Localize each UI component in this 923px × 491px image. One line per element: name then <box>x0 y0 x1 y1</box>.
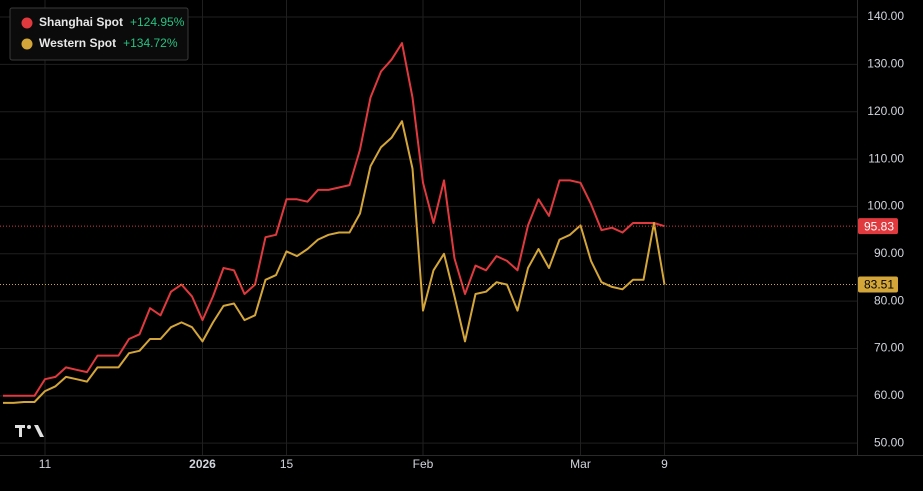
logo <box>15 425 44 437</box>
legend-label: Shanghai Spot <box>39 15 123 29</box>
logo-part <box>19 425 22 437</box>
legend: Shanghai Spot +124.95% Western Spot +134.72… <box>9 7 189 61</box>
x-tick-label: 2026 <box>189 457 216 471</box>
x-tick-label: Feb <box>413 457 434 471</box>
x-tick-label: 9 <box>661 457 668 471</box>
logo-part <box>34 425 44 437</box>
legend-label: Western Spot <box>39 36 116 50</box>
x-tick-label: 11 <box>39 457 52 471</box>
y-tick-label: 60.00 <box>874 388 904 402</box>
y-tick-label: 50.00 <box>874 435 904 449</box>
x-tick-label: Mar <box>570 457 591 471</box>
y-tick-label: 90.00 <box>874 246 904 260</box>
y-tick-label: 130.00 <box>867 57 904 71</box>
x-tick-label: 15 <box>280 457 294 471</box>
axes: 50.00 60.00 70.00 80.00 90.00 100.00 110.00 120… <box>39 9 905 471</box>
legend-box <box>9 7 189 61</box>
y-tick-label: 70.00 <box>874 341 904 355</box>
logo-part <box>27 425 31 429</box>
y-tick-label: 140.00 <box>867 9 904 23</box>
y-tick-label: 100.00 <box>867 199 904 213</box>
legend-marker <box>21 17 33 29</box>
legend-change: +124.95% <box>130 15 185 29</box>
series-line <box>3 42 665 397</box>
legend-change: +134.72% <box>123 36 178 50</box>
price-tag <box>858 276 898 293</box>
series-line <box>3 120 666 404</box>
y-tick-label: 110.00 <box>868 151 904 165</box>
price-tag-label: 95.83 <box>864 219 894 233</box>
y-tick-label: 120.00 <box>867 104 904 118</box>
plot <box>0 42 857 404</box>
price-tag-label: 83.51 <box>864 278 894 292</box>
y-tick-label: 80.00 <box>874 293 904 307</box>
legend-marker <box>21 38 33 50</box>
price-tag <box>858 218 898 235</box>
